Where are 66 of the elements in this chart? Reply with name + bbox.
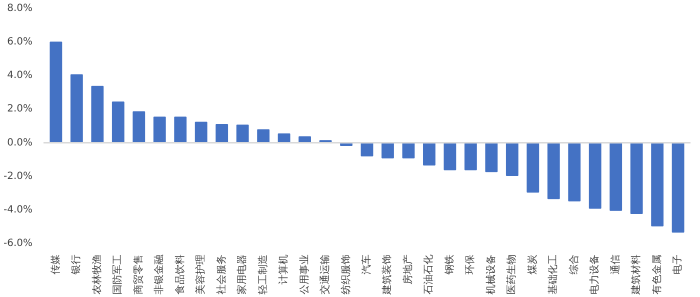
x-tick-label: 商贸零售 [132, 254, 144, 294]
x-tick-label: 轻工制造 [256, 254, 269, 294]
x-tick-label: 社会服务 [215, 254, 228, 294]
x-tick-label: 银行 [71, 254, 82, 276]
bar [444, 142, 456, 170]
y-tick-label: -6.0% [3, 238, 32, 249]
x-tick-label: 国防军工 [112, 254, 124, 294]
bar [174, 116, 187, 144]
x-tick-label: 传媒 [50, 254, 62, 274]
x-tick-label: 房地产 [402, 254, 414, 284]
bar [588, 142, 602, 209]
bar [526, 142, 540, 193]
bar [132, 111, 146, 144]
bar [610, 142, 622, 211]
bar [651, 142, 664, 226]
y-tick-label: -4.0% [3, 204, 32, 216]
y-tick-label: 2.0% [7, 104, 32, 115]
bar [630, 142, 643, 214]
x-tick-label: 食品饮料 [174, 254, 186, 294]
bar [464, 142, 477, 170]
bar [485, 142, 498, 172]
x-tick-label: 建筑材料 [630, 254, 642, 296]
y-tick-label: 0.0% [7, 137, 32, 148]
x-tick-label: 综合 [568, 254, 580, 274]
bar [257, 129, 270, 144]
x-tick-label: 基础化工 [547, 254, 560, 294]
x-tick-label: 美容护理 [194, 254, 207, 294]
bar [236, 124, 249, 144]
x-tick-label: 计算机 [278, 254, 290, 284]
x-tick-label: 农林牧渔 [90, 254, 103, 294]
x-tick-label: 交通运输 [319, 254, 332, 294]
bar [568, 142, 581, 202]
bar [423, 142, 436, 166]
bar [91, 86, 104, 144]
bar [194, 122, 208, 144]
x-tick-label: 环保 [465, 254, 476, 274]
y-tick-label: -2.0% [3, 170, 32, 182]
bar [112, 101, 124, 144]
bar [506, 142, 518, 176]
x-tick-label: 家用电器 [236, 254, 248, 294]
bar [672, 142, 684, 233]
y-tick-label: 4.0% [7, 70, 32, 82]
x-tick-label: 石油石化 [422, 254, 435, 294]
x-tick-label: 公用事业 [298, 254, 310, 294]
y-tick-label: 6.0% [7, 36, 32, 48]
x-tick-label: 机械设备 [484, 254, 497, 294]
x-tick-label: 钢铁 [443, 254, 456, 276]
x-tick-label: 有色金属 [650, 254, 663, 294]
x-tick-label: 煤炭 [526, 254, 538, 274]
x-tick-label: 汽车 [360, 254, 372, 274]
bar [402, 142, 415, 158]
bar [70, 74, 83, 144]
x-tick-label: 建筑装饰 [381, 254, 394, 296]
y-tick-label: 8.0% [7, 3, 32, 14]
bar [153, 116, 166, 144]
bar [360, 142, 374, 156]
x-tick-label: 通信 [609, 254, 622, 274]
bar [547, 142, 560, 200]
bar [216, 124, 228, 144]
x-tick-label: 医药生物 [506, 254, 518, 294]
x-tick-label: 非银金融 [153, 254, 166, 294]
bar [50, 42, 62, 144]
x-tick-label: 纺织服饰 [340, 254, 352, 294]
x-tick-label: 电子 [672, 254, 684, 274]
bar [382, 142, 394, 158]
x-tick-label: 电力设备 [588, 254, 601, 294]
